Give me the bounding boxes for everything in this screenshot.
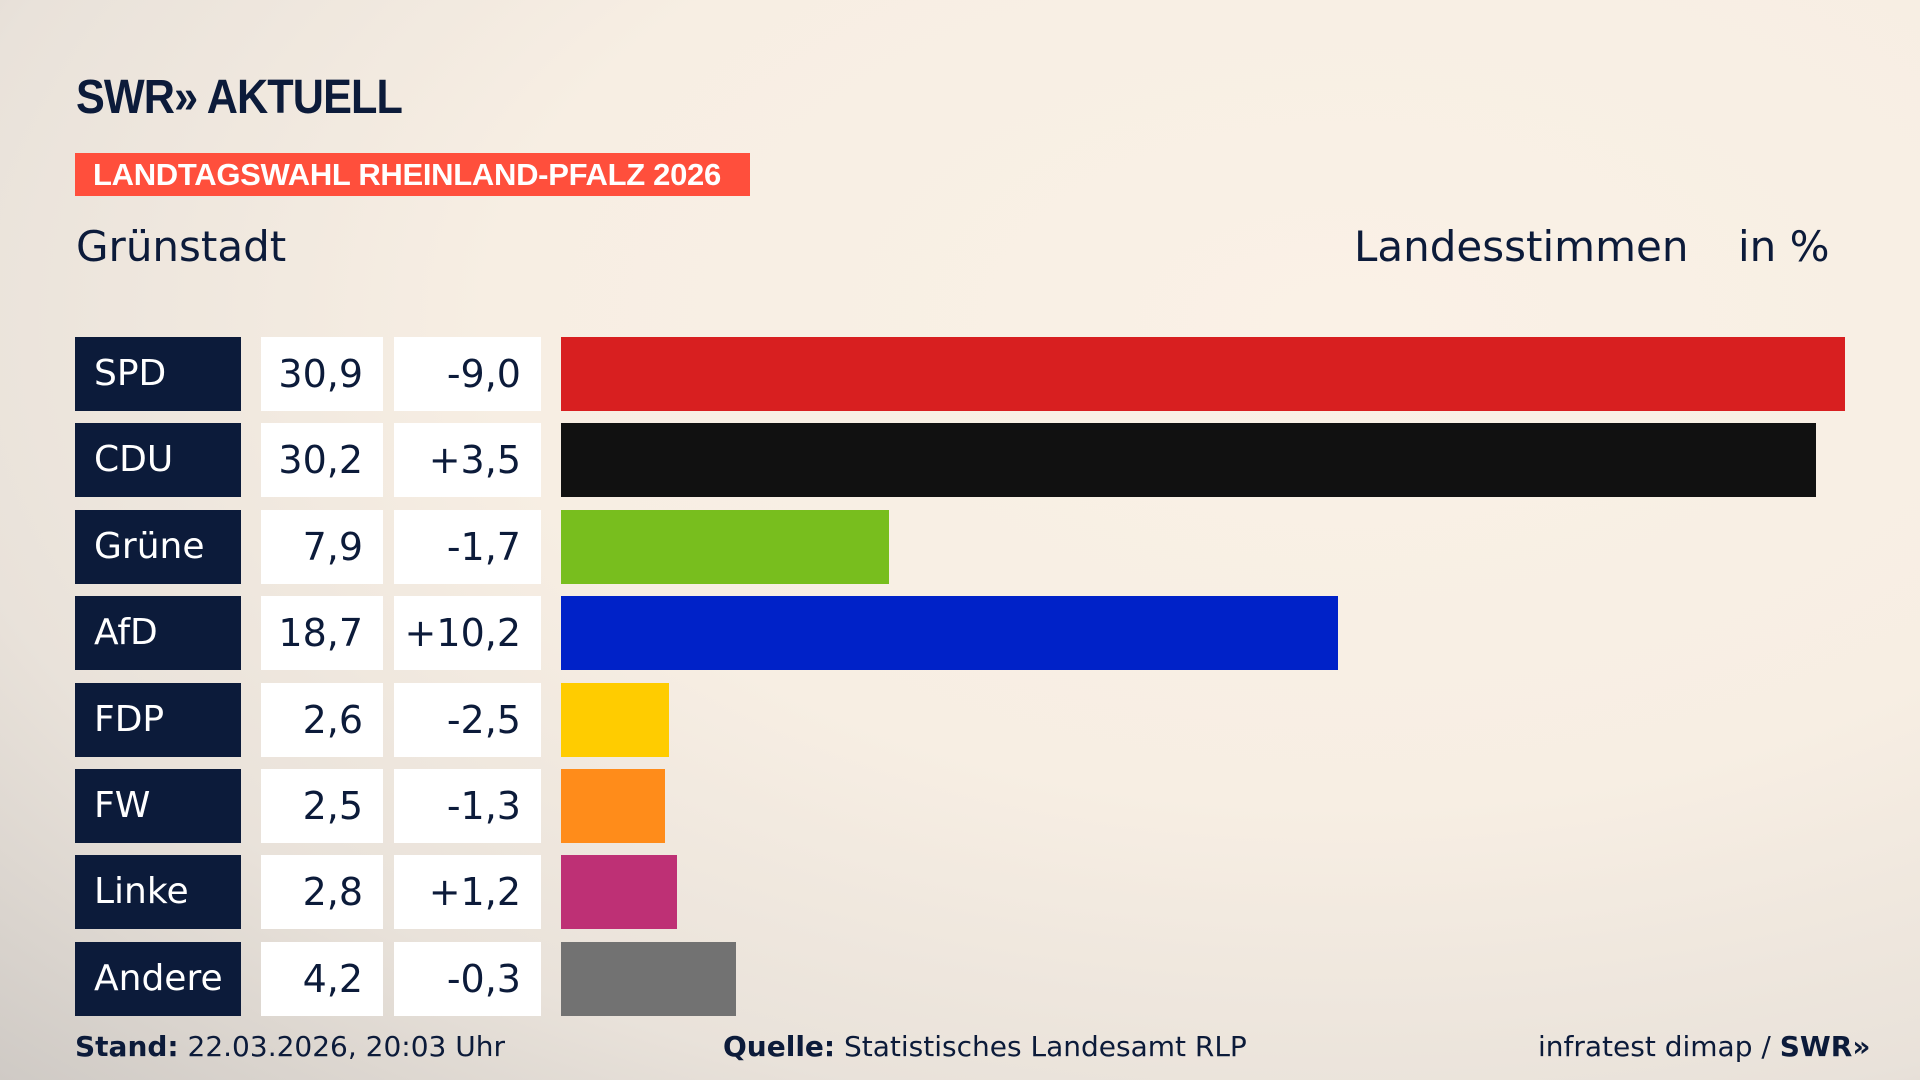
bar [561, 682, 670, 757]
party-label: Linke [75, 855, 241, 930]
diff-label: -2,5 [394, 682, 541, 757]
value-label: 2,8 [261, 855, 383, 930]
source-value: Statistisches Landesamt RLP [844, 1030, 1247, 1063]
source-label: Quelle: [723, 1030, 836, 1063]
party-label: CDU [75, 423, 241, 498]
diff-label: -0,3 [394, 941, 541, 1016]
party-label: FW [75, 769, 241, 843]
stand-label: Stand: [75, 1030, 179, 1063]
diff-label: -1,7 [394, 509, 541, 584]
swr-aktuell-logo: SWR» AKTUELL [76, 71, 403, 124]
diff-label: +3,5 [394, 423, 541, 498]
bar [561, 855, 678, 930]
value-label: 4,2 [261, 941, 383, 1016]
bar [561, 509, 890, 584]
credit-text: infratest dimap / [1538, 1030, 1780, 1063]
bar [561, 769, 665, 843]
bar [561, 941, 736, 1016]
bar [561, 337, 1845, 411]
value-label: 18,7 [261, 596, 383, 671]
diff-label: -9,0 [394, 337, 541, 411]
party-label: Grüne [75, 509, 241, 584]
bar [561, 423, 1816, 498]
measure-label: Landesstimmen [1354, 222, 1689, 271]
value-label: 2,6 [261, 682, 383, 757]
diff-label: -1,3 [394, 769, 541, 843]
diff-label: +10,2 [394, 596, 541, 671]
place-title: Grünstadt [76, 222, 287, 271]
footer-stand: Stand: 22.03.2026, 20:03 Uhr [75, 1030, 505, 1063]
value-label: 30,9 [261, 337, 383, 411]
stand-value: 22.03.2026, 20:03 Uhr [187, 1030, 505, 1063]
value-label: 7,9 [261, 509, 383, 584]
unit-label: in % [1738, 222, 1830, 271]
value-label: 30,2 [261, 423, 383, 498]
party-label: FDP [75, 682, 241, 757]
diff-label: +1,2 [394, 855, 541, 930]
bar [561, 596, 1339, 671]
party-label: AfD [75, 596, 241, 671]
election-banner: LANDTAGSWAHL RHEINLAND-PFALZ 2026 [75, 153, 750, 196]
party-label: SPD [75, 337, 241, 411]
swr-logo: SWR» [1779, 1030, 1871, 1063]
footer-source: Quelle: Statistisches Landesamt RLP [723, 1030, 1247, 1063]
value-label: 2,5 [261, 769, 383, 843]
party-label: Andere [75, 941, 241, 1016]
footer-credit: infratest dimap / SWR» [1538, 1030, 1870, 1063]
